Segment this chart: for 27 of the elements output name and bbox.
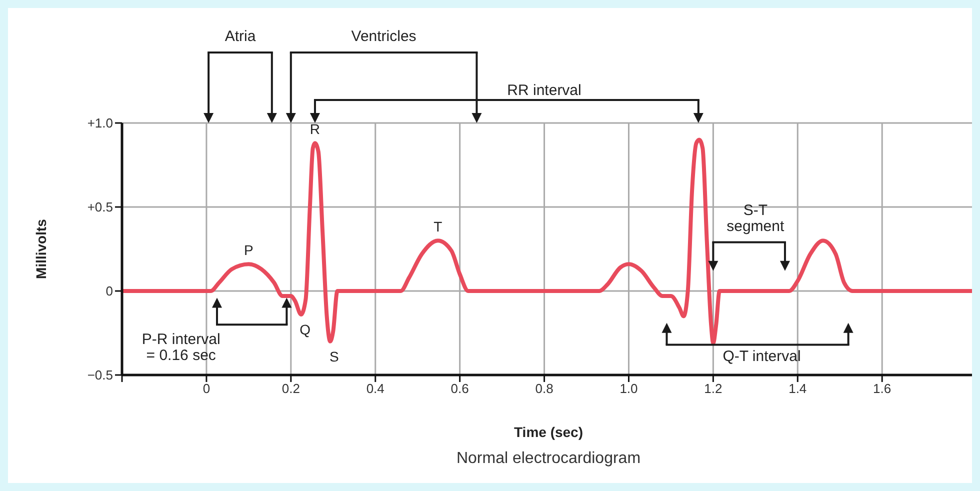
text: Atria — [224, 28, 257, 46]
x-axis-title: Time (sec) — [514, 424, 583, 440]
annotation: S — [330, 348, 339, 364]
annotation: Q — [300, 322, 311, 338]
x-tick-label: 1.6 — [873, 381, 892, 396]
x-tick-label: 1.0 — [620, 381, 638, 396]
annotation: R — [310, 121, 320, 138]
annotation: T — [434, 218, 443, 235]
annotation: P — [244, 242, 254, 258]
annotation: S-T segment — [726, 202, 786, 235]
x-tick-label: 1.2 — [704, 381, 722, 396]
x-tick-label: 0.8 — [535, 381, 554, 396]
annotation: P-R interval = 0.16 sec — [140, 331, 222, 364]
x-tick-label: 1.4 — [788, 381, 807, 396]
text: Ventricles — [350, 28, 418, 46]
y-tick-label: +1.0 — [87, 116, 113, 131]
text: Normal electrocardiogram — [455, 450, 642, 468]
x-tick-label: 0.2 — [282, 381, 300, 396]
x-tick-label: 0.6 — [450, 381, 469, 396]
y-tick-label: 0 — [106, 284, 113, 299]
y-tick-label: +0.5 — [87, 200, 113, 215]
y-axis-title: Millivolts — [33, 218, 49, 279]
x-tick-label: 0.4 — [366, 381, 384, 396]
x-tick-label: 0 — [202, 381, 210, 396]
annotation: Q-T interval — [722, 348, 802, 365]
y-tick-label: −0.5 — [87, 368, 113, 383]
text: RR interval — [506, 82, 582, 100]
